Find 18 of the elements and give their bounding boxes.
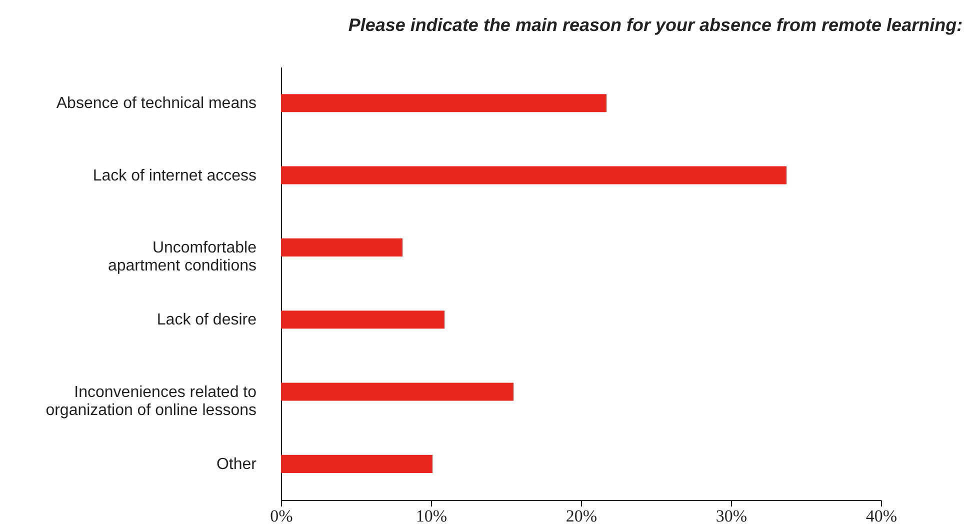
y-tick-label: Inconveniences related to organization of online lessons	[46, 384, 257, 419]
x-tick-label: 30%	[716, 506, 748, 526]
bar	[281, 94, 606, 112]
y-tick-label: Lack of internet access	[92, 167, 256, 184]
bar	[281, 454, 432, 473]
x-tick-label: 20%	[566, 506, 598, 526]
y-tick-label: Other	[216, 456, 258, 473]
bar	[281, 310, 444, 329]
y-tick-label: Lack of desire	[156, 312, 257, 329]
bar	[281, 238, 402, 256]
y-tick-label: Absence of technical means	[56, 95, 256, 112]
x-tick-label: 40%	[866, 506, 898, 526]
x-tick-label: 0%	[270, 506, 293, 526]
x-tick-label: 10%	[416, 506, 448, 526]
chart-title: Please indicate the main reason for your absence from remote learning:	[348, 15, 963, 35]
bar	[281, 382, 514, 401]
bar	[281, 166, 786, 184]
y-tick-label: Uncomfortable apartment conditions	[108, 239, 257, 274]
